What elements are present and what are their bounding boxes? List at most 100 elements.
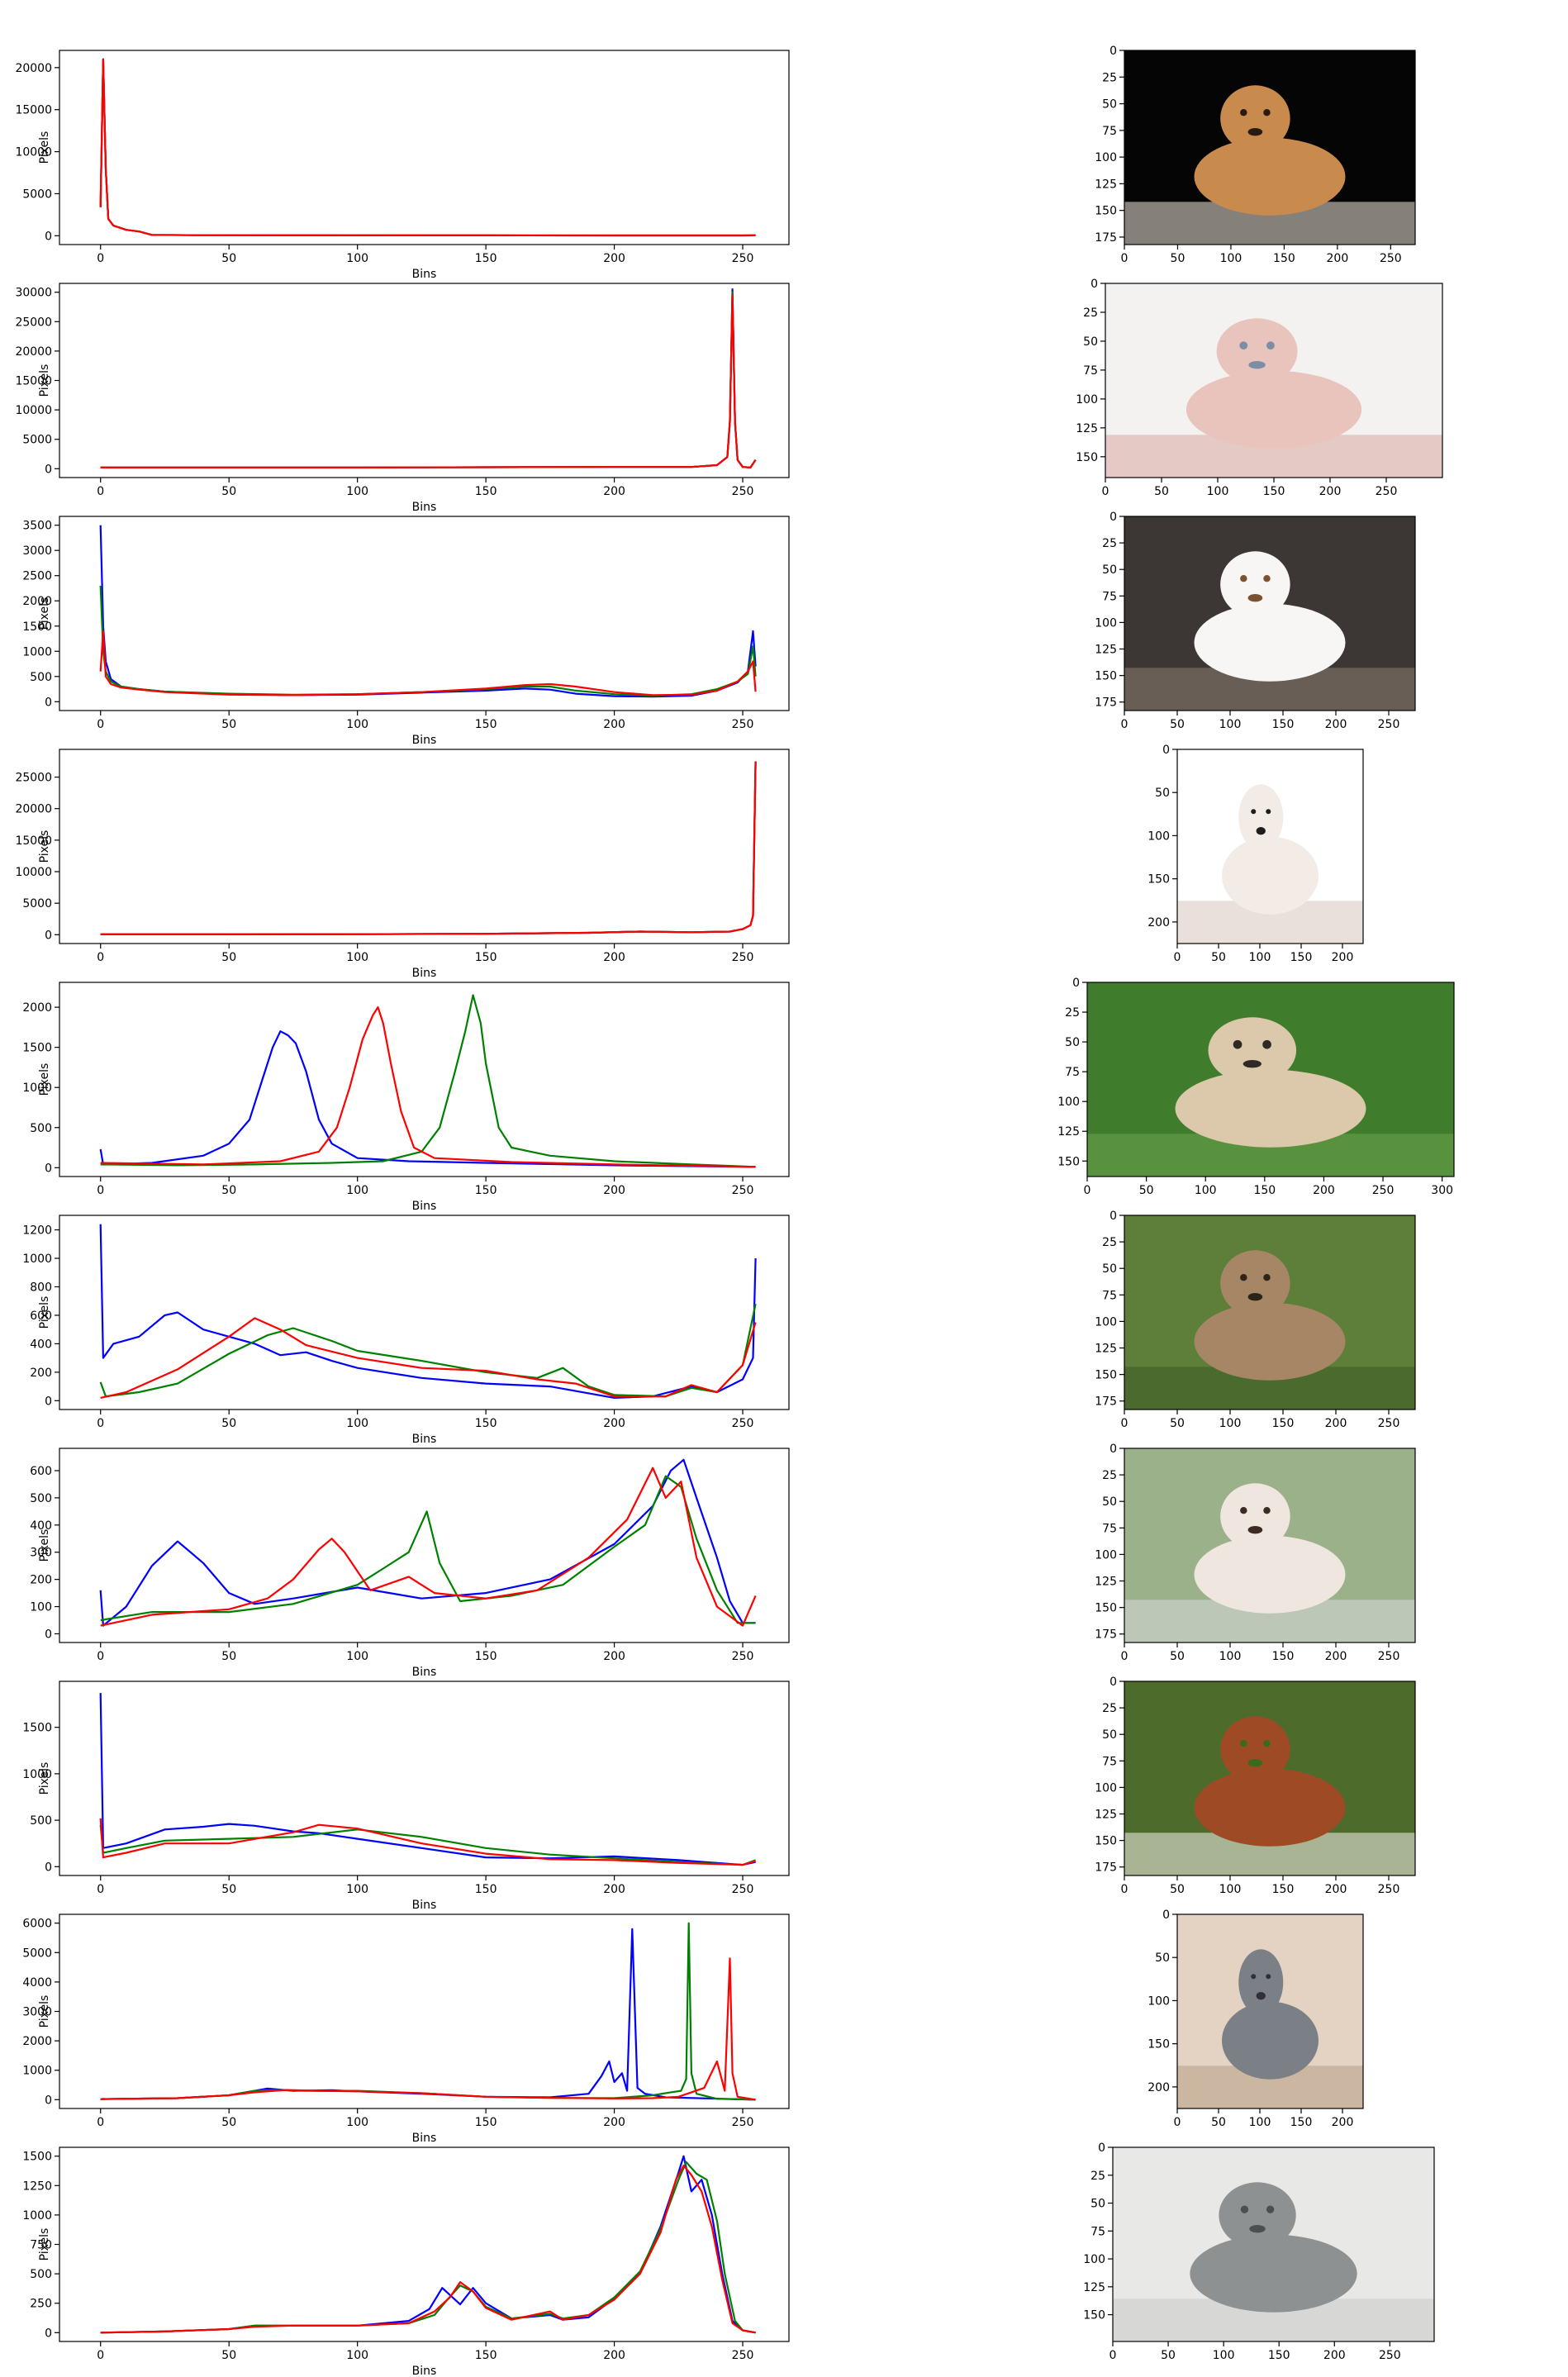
x-axis-label: Bins: [412, 734, 437, 747]
y-tick-label: 125: [1095, 1576, 1117, 1589]
series-line-red: [100, 1957, 756, 2101]
x-tick-label: 200: [1332, 2116, 1354, 2129]
x-tick-label: 50: [1161, 2349, 1176, 2362]
x-tick-label: 0: [1121, 1650, 1128, 1663]
animal-nose: [1247, 128, 1263, 136]
series-line-green: [100, 994, 756, 1168]
x-tick-label: 0: [97, 718, 104, 731]
x-tick-label: 100: [1219, 1883, 1242, 1896]
y-tick-label: 200: [1147, 2081, 1170, 2094]
y-tick-label: 1000: [22, 645, 52, 658]
x-tick-label: 0: [1102, 485, 1109, 498]
animal-body: [1194, 1535, 1346, 1614]
x-tick-label: 250: [732, 718, 754, 731]
image-panel-6: 0 50 100 150 200 250 0 25 50 75 100 125 150 175: [1095, 1210, 1416, 1430]
x-tick-label: 0: [1121, 1883, 1128, 1896]
y-tick-label: 0: [1109, 1443, 1117, 1456]
y-tick-label: 0: [45, 230, 52, 243]
x-tick-label: 100: [346, 718, 368, 731]
plot-frame: [59, 1913, 790, 2109]
y-tick-label: 0: [45, 2094, 52, 2107]
y-tick-label: 75: [1102, 1755, 1117, 1768]
y-tick-label: 5000: [22, 897, 52, 910]
animal-head: [1220, 1483, 1290, 1550]
x-tick-label: 250: [732, 252, 754, 265]
x-tick-label: 50: [1170, 1883, 1185, 1896]
histogram-chart-8: 0 50 100 150 200 250 0 500 1000 1500 Bins Pixels: [22, 1681, 790, 1912]
y-tick-label: 150: [1095, 1369, 1117, 1382]
y-tick-label: 75: [1083, 364, 1098, 378]
y-tick-label: 400: [30, 1519, 52, 1533]
y-tick-label: 125: [1057, 1125, 1080, 1139]
histogram-chart-10: 0 50 100 150 200 250 0 250 500 750 1000 1250 1500 Bin…: [22, 2146, 790, 2377]
x-tick-label: 250: [1376, 485, 1398, 498]
animal-eye: [1251, 1974, 1257, 1980]
animal-head: [1220, 1716, 1290, 1783]
y-tick-label: 100: [1095, 151, 1117, 164]
x-tick-label: 200: [603, 1883, 625, 1896]
y-tick-label: 50: [1102, 1728, 1117, 1742]
y-tick-label: 20000: [15, 62, 52, 75]
plot-frame: [59, 749, 790, 944]
animal-nose: [1256, 827, 1266, 835]
x-tick-label: 100: [346, 485, 368, 498]
image-frame: [1176, 749, 1364, 944]
y-tick-label: 50: [1065, 1036, 1080, 1049]
y-tick-label: 2500: [22, 570, 52, 583]
y-tick-label: 0: [1072, 977, 1080, 990]
x-tick-label: 100: [1195, 1184, 1217, 1197]
y-tick-label: 15000: [15, 834, 52, 848]
y-tick-label: 0: [45, 929, 52, 942]
y-tick-label: 50: [1155, 787, 1170, 800]
y-tick-label: 0: [45, 463, 52, 476]
series-line-green: [100, 2161, 756, 2334]
x-tick-label: 50: [221, 485, 236, 498]
x-tick-label: 250: [732, 951, 754, 964]
animal-body: [1194, 603, 1346, 682]
x-tick-label: 250: [732, 2349, 754, 2362]
x-tick-label: 0: [1121, 1417, 1128, 1430]
animal-eye: [1263, 1273, 1271, 1281]
y-tick-label: 25: [1083, 307, 1098, 320]
y-tick-label: 1500: [22, 620, 52, 634]
y-tick-label: 25: [1102, 1236, 1117, 1249]
animal-nose: [1247, 1759, 1263, 1767]
x-tick-label: 100: [1249, 2116, 1271, 2129]
histogram-chart-3: 0 50 100 150 200 2500500100015002000250030003…: [22, 516, 790, 747]
y-tick-label: 100: [1095, 1315, 1117, 1329]
photo-dog-puppy: [1177, 749, 1363, 944]
x-tick-label: 50: [221, 1184, 236, 1197]
x-tick-label: 200: [1325, 718, 1347, 731]
y-tick-label: 10000: [15, 404, 52, 417]
animal-head: [1238, 1949, 1284, 2016]
x-tick-label: 0: [1084, 1184, 1091, 1197]
plot-frame: [59, 283, 790, 478]
x-axis-label: Bins: [412, 1200, 437, 1213]
y-tick-label: 200: [30, 1367, 52, 1380]
animal-eye: [1263, 108, 1271, 116]
animal-eye: [1263, 574, 1271, 582]
photo-cat-sphynx-grey: [1113, 2147, 1434, 2341]
image-frame: [1124, 516, 1416, 711]
y-axis-label: Pixels: [38, 597, 51, 630]
y-tick-label: 1500: [22, 2151, 52, 2164]
y-tick-label: 500: [30, 1492, 52, 1505]
animal-eye: [1266, 1974, 1271, 1980]
x-tick-label: 150: [475, 2349, 497, 2362]
y-tick-label: 25: [1102, 537, 1117, 550]
x-tick-label: 50: [1171, 252, 1186, 265]
animal-body: [1175, 1069, 1366, 1148]
x-tick-label: 50: [221, 718, 236, 731]
histogram-chart-6: 0 50 100 150 200 250 0 200 400 600 800 1000 1200 Bins…: [22, 1215, 790, 1446]
x-tick-label: 50: [1211, 2116, 1226, 2129]
y-tick-label: 150: [1076, 451, 1098, 464]
y-tick-label: 100: [1076, 393, 1098, 406]
y-tick-label: 3500: [22, 520, 52, 533]
y-tick-label: 300: [30, 1547, 52, 1560]
y-tick-label: 400: [30, 1338, 52, 1351]
y-tick-label: 1250: [22, 2180, 52, 2193]
series-line-red: [99, 630, 757, 696]
y-tick-label: 6000: [22, 1918, 52, 1931]
x-tick-label: 250: [732, 1184, 754, 1197]
x-tick-label: 200: [1327, 252, 1349, 265]
